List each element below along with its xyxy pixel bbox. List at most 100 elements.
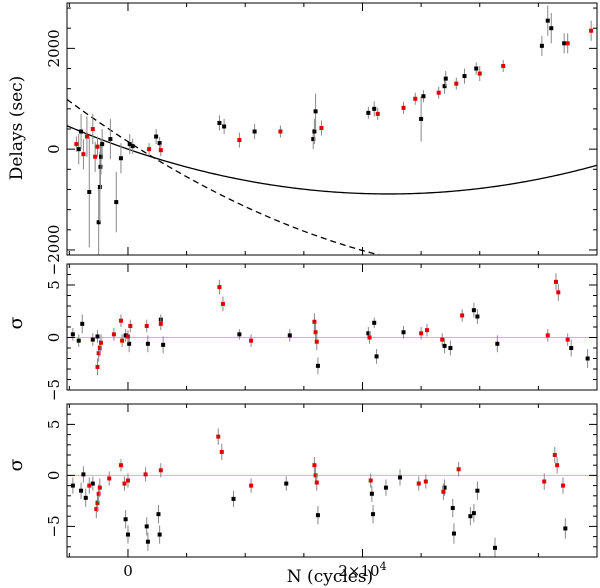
y-axis-label-top: Delays (sec): [7, 76, 27, 181]
data-point-red: [122, 481, 127, 486]
x-tick-label-exponent: 4: [380, 560, 387, 573]
data-point-black: [495, 341, 500, 346]
data-point-black: [539, 43, 544, 48]
data-point-red: [423, 479, 428, 484]
data-point-red: [545, 333, 550, 338]
data-point-black: [130, 144, 135, 149]
y-axis-label-middle: σ: [5, 316, 27, 329]
data-point-red: [419, 331, 424, 336]
data-point-black: [118, 156, 123, 161]
data-point-black: [401, 330, 406, 335]
data-point-black: [145, 539, 150, 544]
plot-frame: [66, 2, 598, 256]
data-point-black: [100, 142, 105, 147]
data-point-red: [416, 481, 421, 486]
data-point-red: [553, 279, 558, 284]
y-tick-label: 0: [45, 144, 63, 154]
data-point-black: [468, 514, 473, 519]
data-point-black: [217, 120, 222, 125]
data-point-red: [501, 64, 506, 68]
data-point-black: [145, 341, 150, 346]
data-point-black: [222, 124, 227, 129]
data-point-black: [311, 137, 316, 142]
data-point-red: [144, 323, 149, 328]
data-point-red: [125, 334, 130, 339]
data-point-black: [127, 142, 132, 147]
data-point-black: [161, 342, 166, 347]
y-tick-label: −5: [45, 515, 63, 537]
data-point-red: [552, 453, 557, 457]
data-point-red: [147, 147, 152, 152]
data-point-black: [419, 116, 424, 121]
data-point-black: [157, 532, 162, 537]
data-point-red: [249, 338, 254, 343]
plot-frame: [66, 403, 598, 558]
data-point-black: [125, 532, 130, 537]
data-point-red: [118, 318, 123, 323]
data-point-black: [471, 511, 476, 516]
data-point-black: [371, 512, 376, 517]
data-point-black: [442, 343, 447, 348]
data-point-red: [460, 313, 465, 318]
data-point-black: [287, 333, 292, 338]
data-point-red: [158, 468, 163, 473]
data-point-red: [565, 41, 570, 46]
data-point-red: [74, 142, 79, 147]
data-point-red: [120, 338, 125, 343]
data-point-red: [440, 337, 445, 342]
data-point-black: [442, 485, 447, 490]
data-point-red: [217, 285, 222, 290]
data-point-black: [70, 483, 75, 488]
data-point-black: [369, 491, 374, 496]
data-point-red: [97, 485, 102, 490]
data-point-black: [474, 66, 479, 71]
data-point-black: [563, 526, 568, 531]
data-point-black: [157, 141, 162, 146]
data-point-black: [448, 346, 453, 350]
data-point-red: [436, 90, 441, 95]
data-point-red: [111, 332, 116, 337]
data-point-red: [456, 467, 461, 472]
data-point-red: [312, 463, 317, 468]
data-point-red: [477, 71, 482, 76]
data-point-red: [556, 290, 561, 295]
data-point-black: [315, 513, 320, 518]
data-point-black: [545, 18, 550, 23]
data-point-black: [98, 164, 103, 169]
data-point-black: [442, 84, 447, 89]
data-point-red: [375, 111, 380, 116]
panel-bottom-sigma: −5 0 5 0 2×104: [45, 403, 598, 580]
data-point-black: [471, 308, 476, 313]
data-point-red: [216, 434, 221, 439]
data-point-black: [284, 481, 289, 486]
data-point-black: [451, 531, 456, 536]
data-point-red: [84, 134, 89, 139]
data-point-red: [219, 449, 224, 454]
data-point-black: [95, 334, 100, 339]
data-point-red: [313, 330, 318, 335]
data-point-red: [441, 489, 446, 494]
y-tick-label: 0: [45, 333, 63, 343]
data-point-red: [314, 339, 319, 344]
data-point-black: [475, 314, 480, 319]
data-point-black: [398, 475, 403, 480]
data-point-black: [123, 333, 128, 338]
data-point-black: [127, 341, 132, 346]
data-point-black: [475, 488, 480, 493]
data-point-black: [372, 106, 377, 111]
data-point-black: [492, 545, 497, 550]
data-point-red: [555, 463, 560, 468]
data-point-black: [114, 200, 119, 205]
data-point-red: [413, 96, 418, 101]
data-point-black: [79, 488, 84, 493]
data-point-black: [76, 338, 81, 343]
data-point-black: [96, 220, 101, 225]
data-point-black: [366, 331, 371, 336]
data-point-red: [97, 346, 102, 350]
data-point-black: [252, 129, 257, 134]
data-point-black: [366, 110, 371, 115]
data-point-black: [549, 26, 554, 31]
data-point-red: [81, 152, 86, 157]
y-tick-label: 5: [45, 420, 63, 430]
